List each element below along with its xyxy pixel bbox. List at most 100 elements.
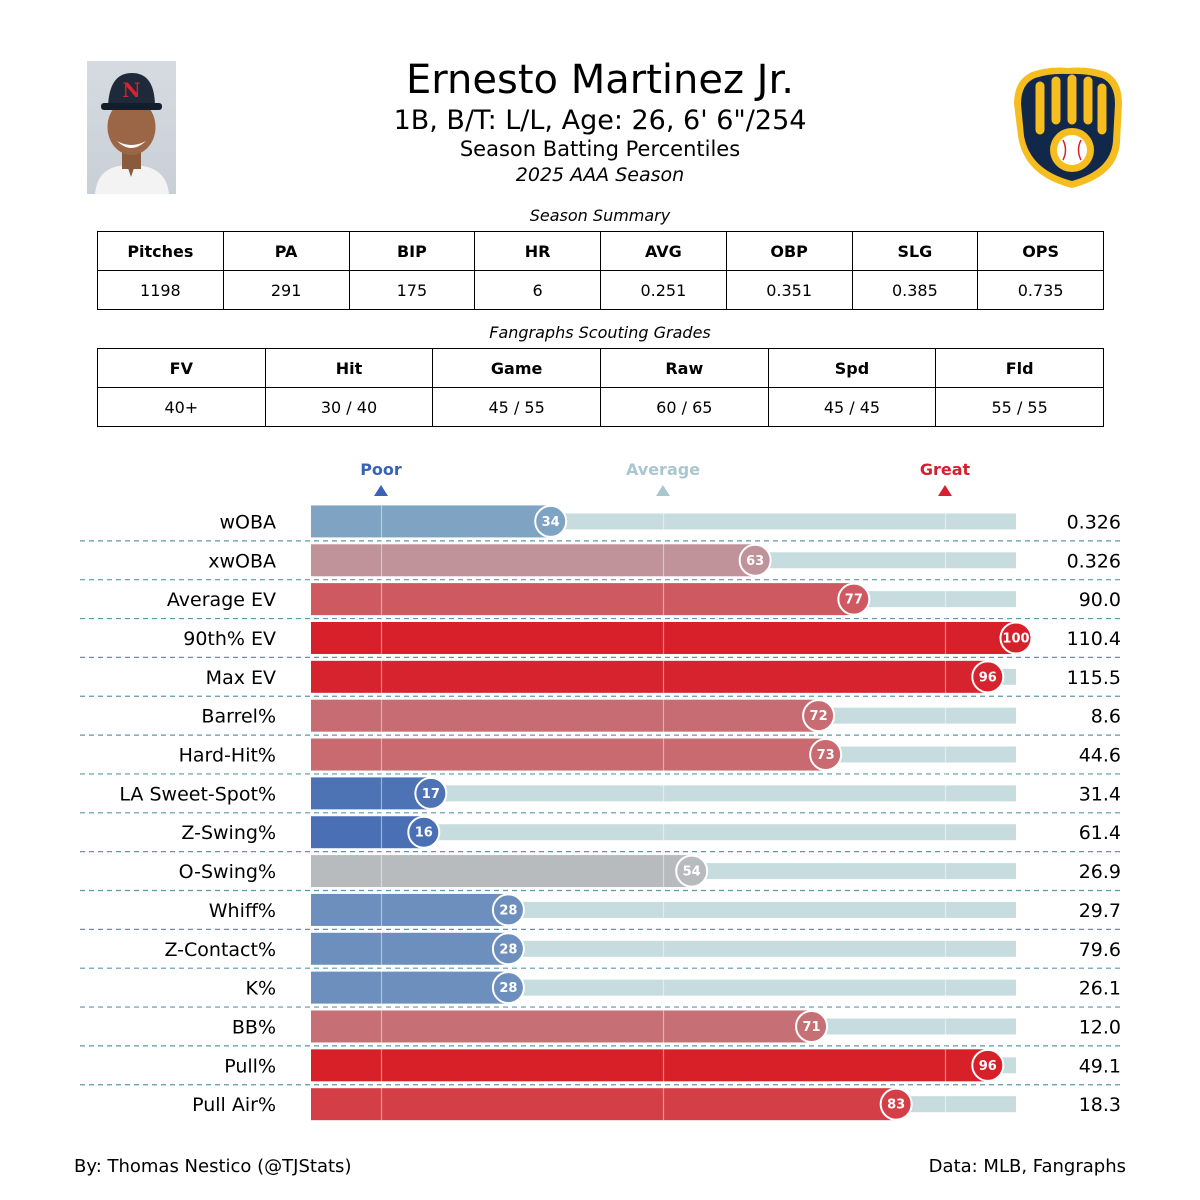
percentile-value: 83 — [887, 1098, 905, 1113]
stat-value: 18.3 — [1079, 1094, 1121, 1116]
legend-great-marker-icon — [938, 485, 952, 496]
player-headshot: N — [87, 61, 176, 194]
percentile-marker — [491, 893, 525, 927]
percentile-marker — [675, 854, 709, 888]
metric-label: Hard-Hit% — [179, 745, 276, 767]
legend-poor-label: Poor — [360, 460, 402, 479]
table-header-cell: Fld — [935, 348, 1104, 388]
percentile-bar — [311, 971, 509, 1004]
table-cell: 0.735 — [977, 270, 1104, 310]
percentile-marker — [999, 621, 1033, 655]
cap-logo-letter: N — [122, 78, 140, 102]
table-row: 40+ 30 / 40 45 / 55 60 / 65 45 / 45 55 /… — [97, 387, 1104, 427]
season-summary-caption: Season Summary — [529, 206, 671, 225]
player-info: 1B, B/T: L/L, Age: 26, 6' 6"/254 — [393, 105, 807, 136]
stat-value: 8.6 — [1091, 706, 1121, 728]
metric-label: Barrel% — [201, 706, 276, 728]
stat-value: 110.4 — [1067, 628, 1121, 650]
percentile-bar — [311, 816, 424, 849]
stat-value: 79.6 — [1079, 939, 1121, 961]
percentile-bar — [311, 621, 1016, 654]
table-header-cell: SLG — [851, 231, 979, 271]
table-header-cell: OPS — [977, 231, 1104, 271]
percentile-value: 28 — [499, 903, 517, 918]
legend-average-marker-icon — [656, 485, 670, 496]
metric-label: Max EV — [206, 667, 276, 689]
percentile-value: 16 — [415, 826, 433, 841]
percentile-marker — [802, 699, 836, 733]
percentile-bar — [311, 583, 854, 616]
percentile-bar — [311, 1010, 812, 1043]
percentile-value: 28 — [499, 942, 517, 957]
metric-label: wOBA — [219, 511, 276, 533]
stat-value: 26.9 — [1079, 861, 1121, 883]
metric-label: Whiff% — [209, 900, 276, 922]
percentile-value: 63 — [746, 554, 764, 569]
percentile-bar — [311, 505, 551, 538]
author-credit: By: Thomas Nestico (@TJStats) — [74, 1156, 352, 1177]
legend-poor-marker-icon — [374, 485, 388, 496]
metric-label: O-Swing% — [179, 861, 276, 883]
percentile-bar — [311, 544, 756, 577]
percentile-marker — [491, 932, 525, 966]
table-cell: 60 / 65 — [599, 387, 769, 427]
percentile-track — [311, 824, 1016, 841]
metric-label: BB% — [232, 1016, 276, 1038]
chart-subtitle: Season Batting Percentiles — [459, 137, 741, 161]
table-header-cell: Raw — [599, 348, 769, 388]
legend-average-label: Average — [625, 460, 701, 479]
percentile-value: 100 — [1002, 631, 1029, 646]
table-cell: 0.385 — [851, 270, 979, 310]
scouting-grades-table: FV Hit Game Raw Spd Fld 40+ 30 / 40 45 /… — [97, 348, 1104, 427]
percentile-bar — [311, 893, 509, 926]
table-cell: 6 — [474, 270, 601, 310]
table-cell: 291 — [222, 270, 350, 310]
metric-label: xwOBA — [208, 550, 276, 572]
metric-label: 90th% EV — [183, 628, 276, 650]
percentile-bar — [311, 738, 826, 771]
metric-label: Z-Contact% — [164, 939, 276, 961]
percentile-marker — [809, 738, 843, 772]
percentile-value: 34 — [542, 515, 560, 530]
stat-value: 29.7 — [1079, 900, 1121, 922]
season-label: 2025 AAA Season — [515, 164, 685, 186]
player-name: Ernesto Martinez Jr. — [406, 57, 794, 103]
stat-value: 26.1 — [1079, 978, 1121, 1000]
percentile-marker — [414, 776, 448, 810]
percentile-bar — [311, 1049, 988, 1082]
stat-value: 90.0 — [1079, 589, 1121, 611]
percentile-value: 17 — [422, 787, 440, 802]
table-cell: 0.251 — [600, 270, 727, 310]
metric-label: Average EV — [167, 589, 276, 611]
metric-label: Z-Swing% — [181, 822, 276, 844]
percentile-bar — [311, 932, 509, 965]
percentile-bar — [311, 1088, 897, 1121]
percentile-marker — [971, 660, 1005, 694]
percentile-bar — [311, 699, 819, 732]
table-cell: 1198 — [97, 270, 224, 310]
percentile-bar — [311, 855, 692, 888]
table-cell: 45 / 45 — [767, 387, 937, 427]
table-header-cell: BIP — [348, 231, 476, 271]
table-cell: 175 — [348, 270, 476, 310]
percentile-marker — [407, 815, 441, 849]
percentile-value: 54 — [683, 865, 701, 880]
stat-value: 115.5 — [1067, 667, 1121, 689]
data-source: Data: MLB, Fangraphs — [928, 1156, 1126, 1177]
stat-value: 0.326 — [1067, 511, 1121, 533]
metric-label: Pull Air% — [192, 1094, 276, 1116]
percentile-marker — [795, 1009, 829, 1043]
percentile-value: 72 — [810, 709, 828, 724]
percentile-value: 28 — [499, 981, 517, 996]
table-cell: 55 / 55 — [935, 387, 1104, 427]
percentile-value: 73 — [817, 748, 835, 763]
stat-value: 49.1 — [1079, 1055, 1121, 1077]
metric-label: Pull% — [224, 1055, 276, 1077]
table-header-cell: HR — [474, 231, 601, 271]
team-logo-icon — [1010, 64, 1126, 190]
table-header-cell: AVG — [600, 231, 727, 271]
season-summary-table: Pitches PA BIP HR AVG OBP SLG OPS 1198 2… — [97, 231, 1104, 310]
percentile-value: 77 — [845, 593, 863, 608]
table-header-cell: PA — [222, 231, 350, 271]
